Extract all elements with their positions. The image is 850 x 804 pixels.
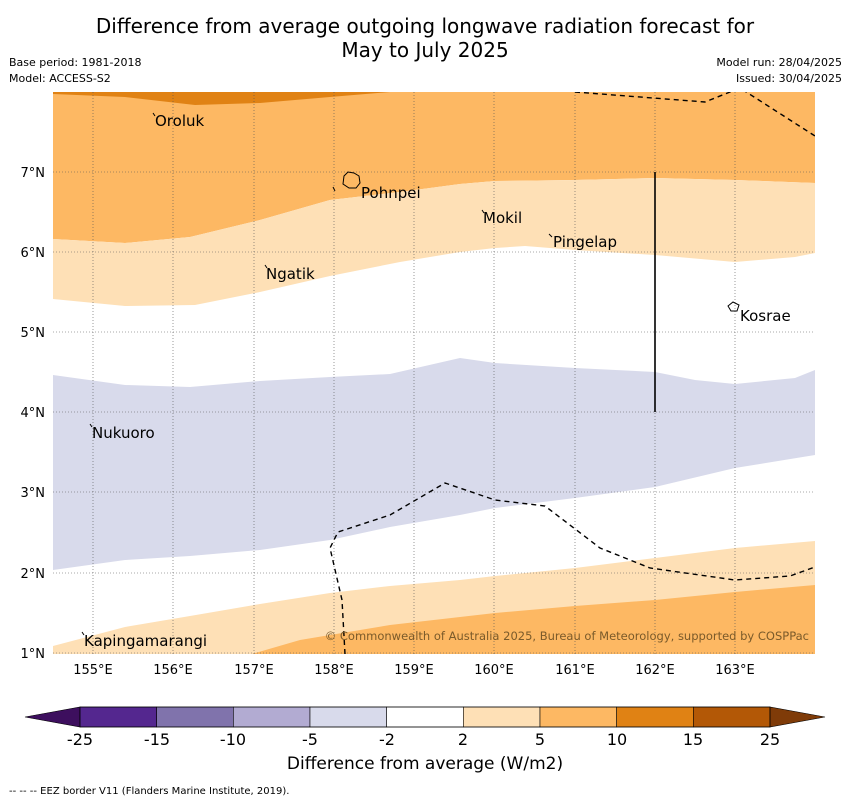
place-labels: Oroluk Pohnpei Mokil Pingelap Ngatik Kos… bbox=[84, 112, 791, 650]
place-label-nukuoro: Nukuoro bbox=[92, 424, 155, 442]
meta-right: Model run: 28/04/2025 Issued: 30/04/2025 bbox=[716, 55, 842, 87]
chart-title: Difference from average outgoing longwav… bbox=[0, 14, 850, 62]
map-plot: Oroluk Pohnpei Mokil Pingelap Ngatik Kos… bbox=[53, 92, 815, 654]
eez-footnote: -- -- -- EEZ border V11 (Flanders Marine… bbox=[9, 786, 290, 797]
title-line-1: Difference from average outgoing longwav… bbox=[95, 14, 755, 38]
colorbar-tick: 2 bbox=[458, 730, 468, 749]
model-name: Model: ACCESS-S2 bbox=[9, 72, 111, 85]
colorbar-tick: 5 bbox=[535, 730, 545, 749]
band-positive-10-15-north bbox=[53, 92, 390, 105]
colorbar-tick: 15 bbox=[683, 730, 703, 749]
lat-label-5n: 5°N bbox=[21, 326, 46, 341]
colorbar-label: Difference from average (W/m2) bbox=[286, 754, 564, 774]
colorbar-tick: -25 bbox=[67, 730, 93, 749]
place-label-kapingamarangi: Kapingamarangi bbox=[84, 632, 207, 650]
lon-label-160e: 160°E bbox=[474, 663, 514, 678]
colorbar-tick: -10 bbox=[220, 730, 246, 749]
lat-label-1n: 1°N bbox=[21, 647, 46, 662]
colorbar-tick: -15 bbox=[144, 730, 170, 749]
colorbar-segment bbox=[233, 706, 311, 728]
copyright-notice: © Commonwealth of Australia 2025, Bureau… bbox=[325, 629, 809, 643]
issued-date: Issued: 30/04/2025 bbox=[735, 72, 842, 85]
colorbar: -25 -15 -10 -5 -2 2 5 10 15 25 bbox=[24, 706, 826, 749]
lon-label-156e: 156°E bbox=[153, 663, 193, 678]
colorbar-segment bbox=[156, 706, 234, 728]
title-line-2: May to July 2025 bbox=[341, 38, 509, 62]
place-label-oroluk: Oroluk bbox=[155, 112, 204, 130]
lon-label-158e: 158°E bbox=[314, 663, 354, 678]
colorbar-segment bbox=[463, 706, 541, 728]
colorbar-segment bbox=[693, 706, 771, 728]
place-label-pohnpei: Pohnpei bbox=[361, 184, 421, 202]
place-label-mokil: Mokil bbox=[483, 209, 522, 227]
base-period: Base period: 1981-2018 bbox=[9, 56, 142, 69]
colorbar-tick: 25 bbox=[760, 730, 780, 749]
latitude-axis: 7°N 6°N 5°N 4°N 3°N 2°N 1°N bbox=[21, 166, 46, 662]
gridlines bbox=[53, 92, 815, 654]
lat-label-7n: 7°N bbox=[21, 166, 46, 181]
colorbar-segments bbox=[79, 706, 771, 728]
colorbar-segment bbox=[616, 706, 694, 728]
lon-label-162e: 162°E bbox=[635, 663, 675, 678]
lon-label-159e: 159°E bbox=[394, 663, 434, 678]
kosrae-island bbox=[727, 301, 740, 312]
lat-label-6n: 6°N bbox=[21, 246, 46, 261]
colorbar-extend-high bbox=[769, 706, 826, 728]
colorbar-tick: 10 bbox=[607, 730, 627, 749]
lat-label-3n: 3°N bbox=[21, 486, 46, 501]
colorbar-segment bbox=[539, 706, 617, 728]
place-label-pingelap: Pingelap bbox=[553, 233, 617, 251]
band-positive-2-5-north bbox=[53, 178, 815, 306]
place-label-ngatik: Ngatik bbox=[266, 265, 315, 283]
atoll-marks bbox=[81, 112, 553, 636]
colorbar-segment bbox=[309, 706, 387, 728]
lon-label-161e: 161°E bbox=[555, 663, 595, 678]
colorbar-tick: -5 bbox=[302, 730, 318, 749]
colorbar-segment bbox=[79, 706, 157, 728]
colorbar-tick: -2 bbox=[379, 730, 395, 749]
place-label-kosrae: Kosrae bbox=[740, 307, 791, 325]
band-positive-5-10-north bbox=[53, 92, 815, 243]
lat-label-2n: 2°N bbox=[21, 567, 46, 582]
pohnpei-island bbox=[342, 171, 361, 189]
band-positive-5-10-south bbox=[252, 585, 815, 654]
meta-left: Base period: 1981-2018 Model: ACCESS-S2 bbox=[9, 55, 141, 87]
colorbar-extend-low bbox=[24, 706, 81, 728]
colorbar-segment bbox=[386, 706, 464, 728]
colorbar-ticks: -25 -15 -10 -5 -2 2 5 10 15 25 bbox=[67, 730, 780, 749]
eez-borders bbox=[329, 92, 815, 654]
band-negative-2-5 bbox=[53, 358, 815, 570]
colorbar-frame bbox=[79, 706, 771, 728]
lon-label-157e: 157°E bbox=[234, 663, 274, 678]
lat-label-4n: 4°N bbox=[21, 406, 46, 421]
lon-label-155e: 155°E bbox=[73, 663, 113, 678]
lon-label-163e: 163°E bbox=[715, 663, 755, 678]
model-run: Model run: 28/04/2025 bbox=[716, 56, 842, 69]
longitude-axis: 155°E 156°E 157°E 158°E 159°E 160°E 161°… bbox=[73, 663, 755, 678]
